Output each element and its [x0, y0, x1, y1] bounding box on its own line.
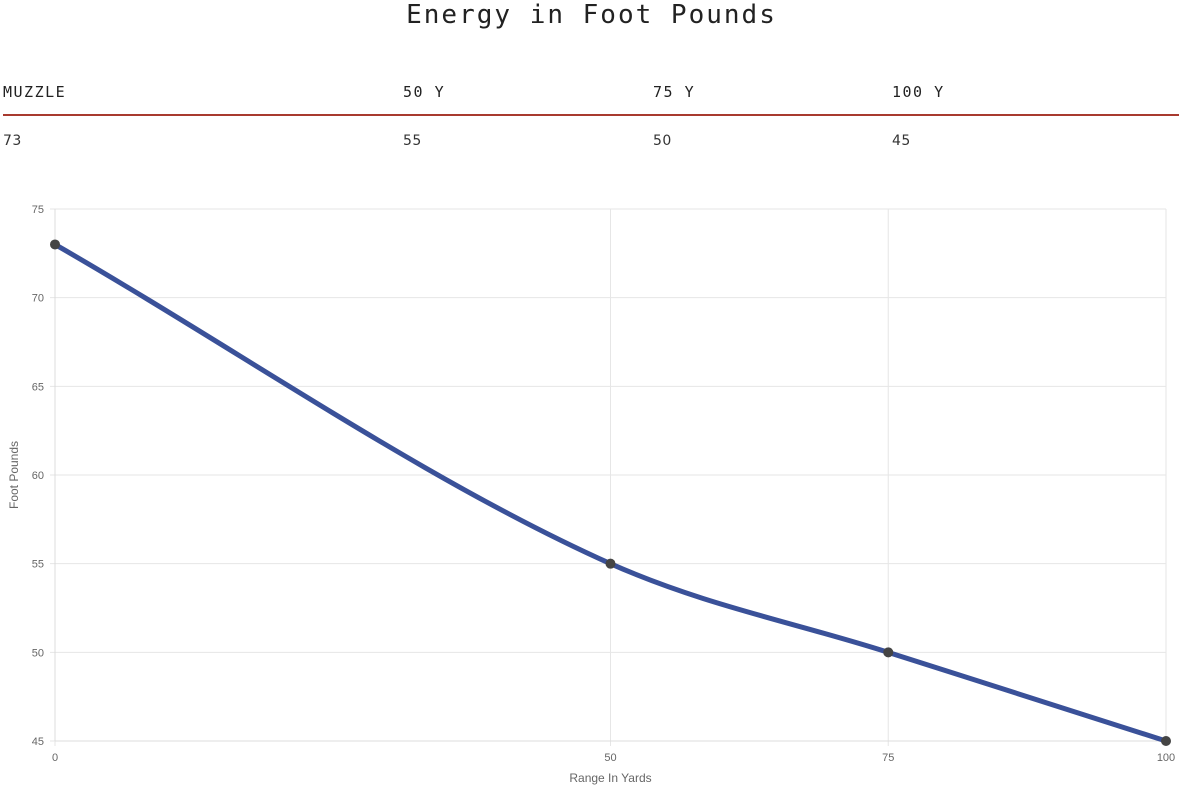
y-tick-label: 55	[32, 559, 44, 571]
x-tick-label: 50	[604, 752, 616, 764]
y-tick-label: 50	[32, 647, 44, 659]
data-point[interactable]	[605, 558, 616, 569]
data-point[interactable]	[883, 647, 894, 658]
header-75y: 75 Y	[653, 83, 696, 101]
energy-table: MUZZLE 50 Y 75 Y 100 Y 73 55 50 45	[3, 80, 1179, 150]
y-tick-label: 75	[32, 204, 44, 216]
value-muzzle: 73	[3, 133, 22, 149]
y-tick-label: 70	[32, 293, 44, 305]
header-50y: 50 Y	[403, 83, 446, 101]
x-tick-label: 100	[1157, 752, 1175, 764]
y-tick-label: 65	[32, 381, 44, 393]
series-layer	[52, 241, 1169, 744]
page-title: Energy in Foot Pounds	[406, 0, 777, 30]
point-layer	[50, 239, 1171, 746]
x-tick-label: 75	[882, 752, 894, 764]
value-50y: 55	[403, 133, 422, 149]
data-point[interactable]	[50, 239, 60, 250]
x-tick-label: 0	[52, 752, 58, 764]
table-header-row: MUZZLE 50 Y 75 Y 100 Y	[3, 80, 1179, 116]
y-axis-title: Foot Pounds	[7, 441, 21, 509]
x-axis-title: Range In Yards	[569, 771, 651, 785]
header-100y: 100 Y	[892, 83, 945, 101]
header-muzzle: MUZZLE	[3, 83, 67, 101]
y-tick-label: 45	[32, 736, 44, 748]
value-75y: 50	[653, 133, 672, 149]
y-tick-label: 60	[32, 470, 44, 482]
table-value-row: 73 55 50 45	[3, 116, 1179, 150]
data-point[interactable]	[1161, 736, 1171, 746]
series-line	[52, 241, 1169, 744]
axis-layer: 45 50 55 60 65 70 75 0 50 75 100	[32, 204, 1175, 764]
value-100y: 45	[892, 133, 911, 149]
grid-layer	[50, 208, 1167, 746]
